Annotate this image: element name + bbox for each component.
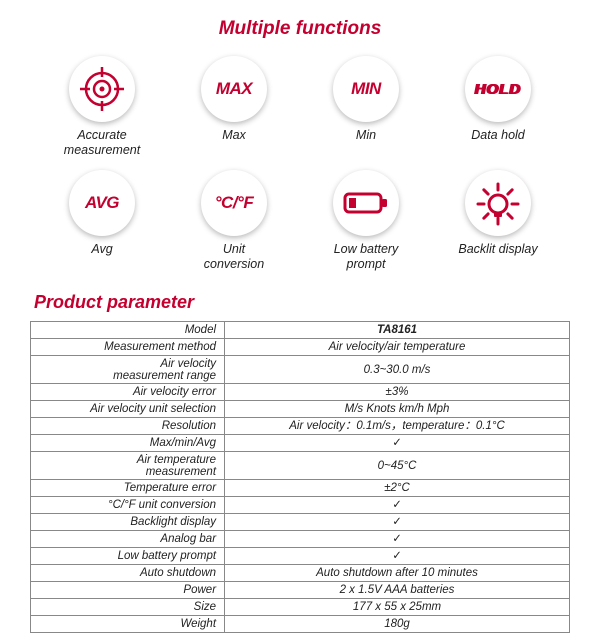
function-label: Low batteryprompt	[334, 242, 399, 272]
function-item: °C/°F Unitconversion	[182, 170, 286, 272]
function-item: Accuratemeasurement	[50, 56, 154, 158]
function-item: MIN Min	[314, 56, 418, 158]
table-row: °C/°F unit conversion✓	[31, 497, 570, 514]
table-row: Weight180g	[31, 616, 570, 633]
param-key: Max/min/Avg	[31, 435, 225, 452]
table-row: Air velocitymeasurement range0.3~30.0 m/…	[31, 356, 570, 384]
param-value: 180g	[225, 616, 570, 633]
function-item: MAX Max	[182, 56, 286, 158]
param-value: Air velocity：0.1m/s，temperature：0.1°C	[225, 418, 570, 435]
table-row: Low battery prompt✓	[31, 548, 570, 565]
function-item: AVG Avg	[50, 170, 154, 272]
param-key: Auto shutdown	[31, 565, 225, 582]
min-icon: MIN	[333, 56, 399, 122]
param-key: Air velocitymeasurement range	[31, 356, 225, 384]
function-label: Min	[356, 128, 376, 158]
parameters-title: Product parameter	[34, 292, 570, 313]
table-row: Air velocity error±3%	[31, 384, 570, 401]
table-row: Max/min/Avg✓	[31, 435, 570, 452]
param-key: Power	[31, 582, 225, 599]
param-value: ✓	[225, 435, 570, 452]
param-key: Temperature error	[31, 480, 225, 497]
param-value: 177 x 55 x 25mm	[225, 599, 570, 616]
hold-icon: HOLD	[465, 56, 531, 122]
function-label: Unitconversion	[204, 242, 264, 272]
table-row: Size177 x 55 x 25mm	[31, 599, 570, 616]
param-value: ±3%	[225, 384, 570, 401]
param-value: 0~45°C	[225, 452, 570, 480]
param-key: Measurement method	[31, 339, 225, 356]
function-item: Backlit display	[446, 170, 550, 272]
param-value: Auto shutdown after 10 minutes	[225, 565, 570, 582]
table-row: Auto shutdownAuto shutdown after 10 minu…	[31, 565, 570, 582]
param-value: 2 x 1.5V AAA batteries	[225, 582, 570, 599]
param-value: ±2°C	[225, 480, 570, 497]
param-key: Air temperaturemeasurement	[31, 452, 225, 480]
table-row: Analog bar✓	[31, 531, 570, 548]
parameters-table: ModelTA8161Measurement methodAir velocit…	[30, 321, 570, 633]
max-icon: MAX	[201, 56, 267, 122]
function-label: Data hold	[471, 128, 525, 158]
param-key: Low battery prompt	[31, 548, 225, 565]
table-row: ModelTA8161	[31, 322, 570, 339]
functions-grid: Accuratemeasurement MAX Max MIN Min HOLD Data …	[30, 56, 570, 272]
table-row: ResolutionAir velocity：0.1m/s，temperatur…	[31, 418, 570, 435]
param-key: Size	[31, 599, 225, 616]
param-key: Resolution	[31, 418, 225, 435]
battery-icon	[333, 170, 399, 236]
param-value: ✓	[225, 514, 570, 531]
bulb-icon	[465, 170, 531, 236]
param-value: M/s Knots km/h Mph	[225, 401, 570, 418]
param-value: TA8161	[225, 322, 570, 339]
function-label: Max	[222, 128, 246, 158]
functions-title: Multiple functions	[30, 18, 570, 40]
avg-icon: AVG	[69, 170, 135, 236]
param-value: 0.3~30.0 m/s	[225, 356, 570, 384]
param-value: ✓	[225, 531, 570, 548]
function-item: Low batteryprompt	[314, 170, 418, 272]
table-row: Air velocity unit selectionM/s Knots km/…	[31, 401, 570, 418]
param-key: Analog bar	[31, 531, 225, 548]
function-label: Accuratemeasurement	[64, 128, 140, 158]
crosshair-icon	[69, 56, 135, 122]
function-label: Avg	[91, 242, 112, 272]
table-row: Power2 x 1.5V AAA batteries	[31, 582, 570, 599]
function-label: Backlit display	[458, 242, 537, 272]
param-key: Model	[31, 322, 225, 339]
param-key: Backlight display	[31, 514, 225, 531]
param-value: Air velocity/air temperature	[225, 339, 570, 356]
parameters-body: ModelTA8161Measurement methodAir velocit…	[31, 322, 570, 633]
param-value: ✓	[225, 497, 570, 514]
param-key: Weight	[31, 616, 225, 633]
°c/°f-icon: °C/°F	[201, 170, 267, 236]
function-item: HOLD Data hold	[446, 56, 550, 158]
table-row: Temperature error±2°C	[31, 480, 570, 497]
param-key: Air velocity unit selection	[31, 401, 225, 418]
table-row: Backlight display✓	[31, 514, 570, 531]
param-key: °C/°F unit conversion	[31, 497, 225, 514]
table-row: Air temperaturemeasurement0~45°C	[31, 452, 570, 480]
table-row: Measurement methodAir velocity/air tempe…	[31, 339, 570, 356]
param-key: Air velocity error	[31, 384, 225, 401]
param-value: ✓	[225, 548, 570, 565]
